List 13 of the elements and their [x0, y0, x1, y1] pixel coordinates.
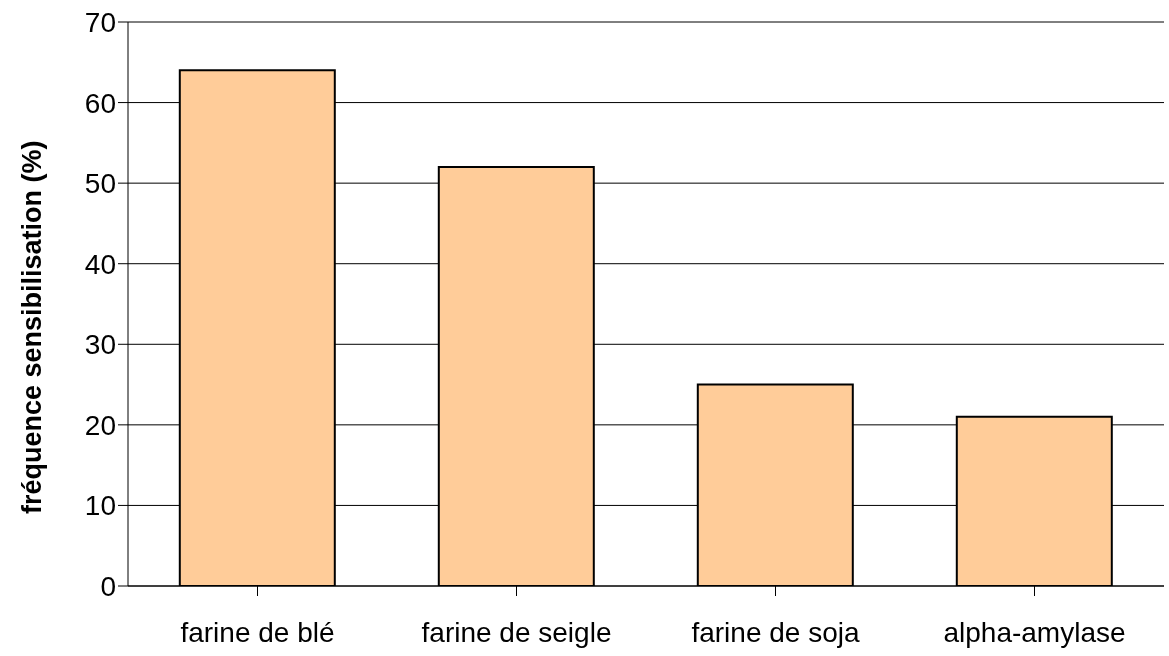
x-tick-label: farine de soja: [691, 616, 860, 648]
y-tick-label: 10: [84, 490, 116, 522]
x-tick-label: alpha-amylase: [943, 616, 1126, 648]
y-tick-label: 70: [84, 6, 116, 38]
y-tick-label: 30: [84, 329, 116, 361]
y-tick-label: 60: [84, 87, 116, 119]
y-tick-label: 0: [100, 570, 116, 602]
y-tick-label: 50: [84, 168, 116, 200]
y-tick-label: 20: [84, 409, 116, 441]
y-axis-title: fréquence sensibilisation (%): [16, 140, 47, 514]
x-tick-label: farine de blé: [180, 616, 335, 648]
x-tick-label: farine de seigle: [421, 616, 612, 648]
y-tick-label: 40: [84, 248, 116, 280]
